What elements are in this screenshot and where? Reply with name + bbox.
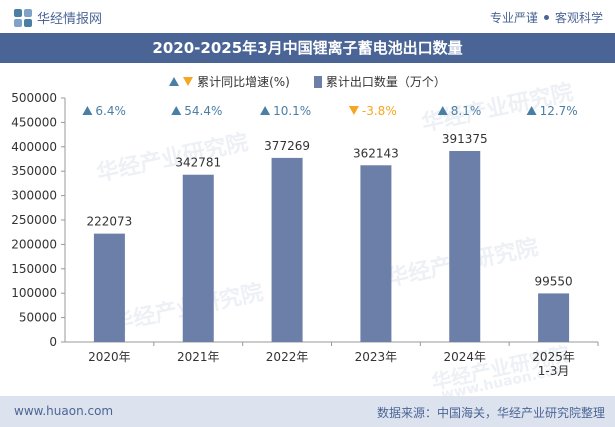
brand-name: 华经情报网 xyxy=(37,12,103,27)
y-tick-label: 400000 xyxy=(11,140,57,154)
bar xyxy=(449,151,481,342)
growth-up-icon xyxy=(171,106,182,115)
brand-logo-icon xyxy=(14,8,32,27)
y-tick-label: 150000 xyxy=(11,262,57,276)
data-label: 99550 xyxy=(534,274,572,288)
chart-legend: 累计同比增速(%) 累计出口数量（万个） xyxy=(0,73,615,90)
triangle-down-icon xyxy=(183,77,194,86)
bar-chart: 0 50000 100000 150000 200000 250000 300000 3500… xyxy=(11,91,599,378)
growth-up-icon xyxy=(526,106,537,115)
y-tick-label: 450000 xyxy=(11,115,57,129)
bar xyxy=(93,233,125,342)
data-label: 377269 xyxy=(264,139,310,153)
growth-label: -3.8% xyxy=(362,104,397,118)
legend-swatch xyxy=(313,75,322,88)
growth-label: 8.1% xyxy=(451,104,482,118)
x-tick-label: 2022年 xyxy=(266,350,309,364)
legend-count-label: 累计出口数量（万个） xyxy=(325,75,446,89)
footer: www.huaon.com 数据来源：中国海关，华经产业研究院整理 xyxy=(0,396,615,427)
growth-label: 10.1% xyxy=(273,104,311,118)
bar xyxy=(271,157,303,342)
x-tick-label: 2025年 xyxy=(532,350,575,364)
growth-up-icon xyxy=(82,106,93,115)
tagline-right: 客观科学 xyxy=(554,11,603,25)
x-tick-label: 2021年 xyxy=(177,350,220,364)
legend-count[interactable]: 累计出口数量（万个） xyxy=(313,73,446,90)
x-tick-label: 1-3月 xyxy=(538,364,570,378)
y-tick-label: 250000 xyxy=(11,213,57,227)
bar xyxy=(360,165,392,342)
dot-icon xyxy=(543,15,549,20)
y-tick-label: 0 xyxy=(49,335,57,349)
growth-label: 12.7% xyxy=(540,104,578,118)
bar xyxy=(182,174,214,342)
footer-url[interactable]: www.huaon.com xyxy=(14,404,114,418)
growth-label: 6.4% xyxy=(95,104,126,118)
y-tick-label: 50000 xyxy=(19,311,57,325)
triangle-up-icon xyxy=(169,77,180,86)
bar xyxy=(538,293,570,342)
data-label: 342781 xyxy=(175,156,221,170)
x-tick-label: 2024年 xyxy=(443,350,486,364)
y-tick-label: 200000 xyxy=(11,237,57,251)
y-tick-label: 350000 xyxy=(11,164,57,178)
y-tick-label: 500000 xyxy=(11,91,57,105)
tagline-left: 专业严谨 xyxy=(489,11,538,25)
chart-title: 2020-2025年3月中国锂离子蓄电池出口数量 xyxy=(0,33,615,63)
y-tick-label: 300000 xyxy=(11,189,57,203)
data-label: 222073 xyxy=(87,215,133,229)
x-tick-label: 2020年 xyxy=(88,350,131,364)
legend-growth-label: 累计同比增速(%) xyxy=(197,75,290,89)
y-tick-label: 100000 xyxy=(11,286,57,300)
data-label: 391375 xyxy=(442,132,488,146)
x-tick-label: 2023年 xyxy=(355,350,398,364)
data-label: 362143 xyxy=(353,146,399,160)
growth-up-icon xyxy=(437,106,448,115)
tagline: 专业严谨 客观科学 xyxy=(490,9,603,26)
top-bar: 华经情报网 专业严谨 客观科学 xyxy=(0,0,615,33)
growth-up-icon xyxy=(260,106,271,115)
brand[interactable]: 华经情报网 xyxy=(14,8,102,27)
growth-label: 54.4% xyxy=(184,104,222,118)
legend-growth[interactable]: 累计同比增速(%) xyxy=(169,73,290,90)
growth-down-icon xyxy=(348,106,359,115)
footer-source: 数据来源：中国海关，华经产业研究院整理 xyxy=(376,406,605,420)
